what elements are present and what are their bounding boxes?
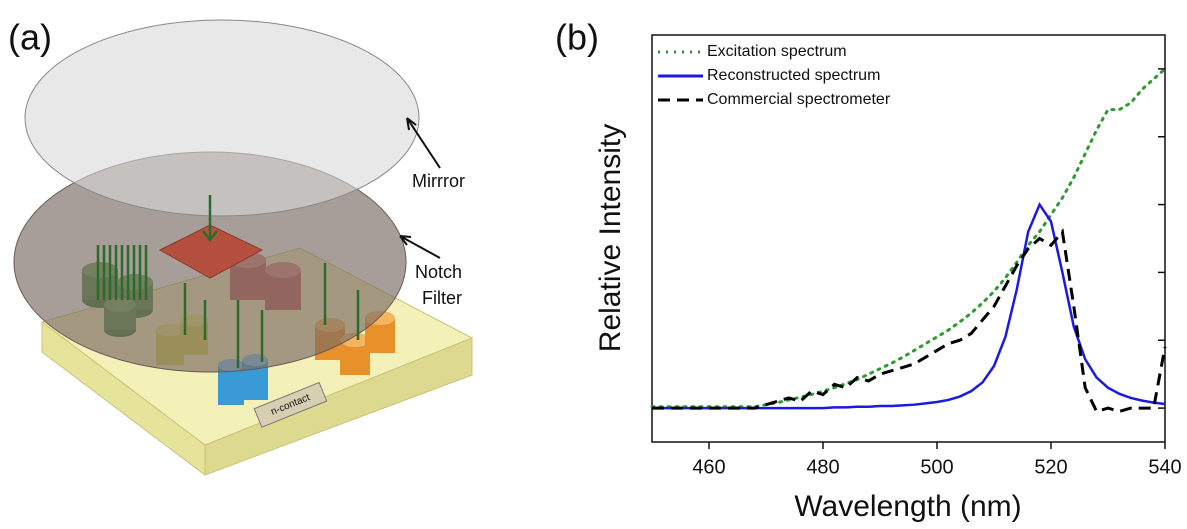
series-line [652, 228, 1167, 414]
x-tick-label: 460 [692, 456, 725, 478]
emitter [158, 224, 264, 279]
legend-label: Commercial spectrometer [707, 91, 891, 108]
filter-pointer [399, 235, 441, 259]
series-line [652, 201, 1166, 410]
x-tick-label: 520 [1034, 456, 1067, 478]
panel-label: (b) [555, 17, 599, 58]
legend-label: Excitation spectrum [707, 43, 847, 60]
mirror-label: Mirrror [412, 171, 465, 191]
legend-label: Reconstructed spectrum [707, 67, 880, 84]
mirror-pointer [406, 117, 441, 169]
filter-label: Filter [422, 288, 462, 308]
series-line [650, 67, 1167, 409]
plot-frame [651, 34, 1166, 443]
panel-label: (a) [8, 17, 52, 58]
x-tick-label: 500 [920, 456, 953, 478]
device-diagram: n-contact Mirrror Notch Filter [13, 19, 474, 477]
x-tick-label: 540 [1148, 456, 1181, 478]
mirror [24, 19, 420, 217]
x-tick-label: 480 [806, 456, 839, 478]
y-axis-label: Relative Intensity [594, 124, 627, 352]
light-arrows [96, 195, 360, 368]
x-axis-label: Wavelength (nm) [794, 490, 1021, 523]
filter-label: Notch [415, 262, 462, 282]
